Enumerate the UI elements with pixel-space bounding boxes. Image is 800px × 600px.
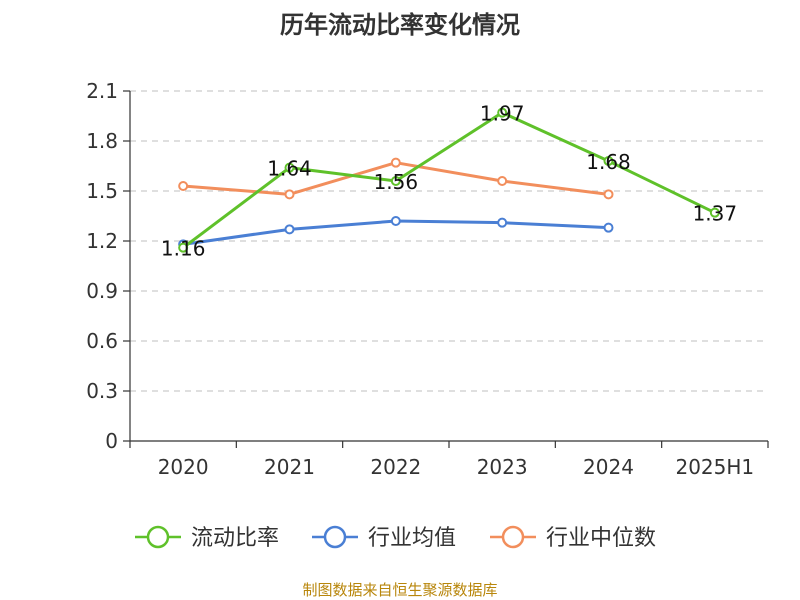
- legend[interactable]: 流动比率 行业均值 行业中位数: [135, 525, 656, 551]
- y-tick-label: 1.8: [86, 129, 118, 153]
- data-point[interactable]: [603, 156, 614, 166]
- y-tick-label: 0: [105, 429, 118, 453]
- y-tick-label: 2.1: [86, 79, 118, 103]
- legend-item[interactable]: 流动比率: [135, 525, 279, 551]
- y-tick-label: 0.3: [86, 379, 118, 403]
- data-point[interactable]: [390, 157, 401, 168]
- data-label: 1.97: [480, 102, 525, 126]
- data-point[interactable]: [284, 224, 295, 235]
- x-tick-label: 2024: [583, 455, 634, 479]
- x-tick-label: 2020: [158, 455, 209, 479]
- series-group: [178, 107, 720, 253]
- data-label: 1.56: [374, 170, 419, 194]
- legend-circle-symbol: [323, 525, 347, 549]
- data-point[interactable]: [497, 217, 508, 228]
- legend-item[interactable]: 行业均值: [312, 525, 456, 551]
- source-note: 制图数据来自恒生聚源数据库: [302, 581, 497, 599]
- legend-label: 流动比率: [191, 526, 279, 551]
- data-point[interactable]: [603, 189, 614, 200]
- y-tick-label: 0.9: [86, 279, 118, 303]
- data-point[interactable]: [178, 181, 189, 191]
- y-tick-label: 1.2: [86, 229, 118, 253]
- y-tick-label: 1.5: [86, 179, 118, 203]
- x-tick-label: 2021: [264, 455, 315, 479]
- data-point[interactable]: [709, 207, 720, 218]
- series-line: [182, 111, 716, 249]
- chart-title: 历年流动比率变化情况: [280, 11, 520, 39]
- grid-lines: [130, 90, 768, 392]
- x-axis: 2020 2021 2022 2023 2024 2025H1: [129, 440, 769, 479]
- data-label: 1.64: [267, 157, 312, 181]
- data-point[interactable]: [390, 216, 401, 226]
- legend-circle-symbol: [501, 525, 525, 549]
- data-label: 1.68: [586, 150, 631, 174]
- data-point[interactable]: [603, 222, 614, 233]
- legend-label: 行业中位数: [546, 526, 656, 551]
- y-tick-label: 0.6: [86, 329, 118, 353]
- y-axis: 0 0.3 0.6 0.9 1.2 1.5 1.8 2.1: [86, 79, 131, 453]
- legend-item[interactable]: 行业中位数: [490, 525, 656, 551]
- data-point[interactable]: [390, 176, 401, 186]
- data-label: 1.37: [693, 202, 738, 226]
- x-tick-label: 2022: [370, 455, 421, 479]
- data-point[interactable]: [284, 162, 295, 173]
- data-labels: 1.16 1.64 1.56 1.97 1.68 1.37: [161, 102, 737, 261]
- x-tick-label: 2025H1: [675, 455, 754, 479]
- data-point[interactable]: [178, 242, 189, 253]
- data-point[interactable]: [497, 176, 508, 186]
- data-label: 1.16: [161, 237, 206, 261]
- legend-circle-symbol: [146, 525, 170, 549]
- x-tick-label: 2023: [477, 455, 528, 479]
- legend-label: 行业均值: [368, 526, 456, 551]
- data-point[interactable]: [284, 189, 295, 200]
- data-point[interactable]: [497, 107, 508, 118]
